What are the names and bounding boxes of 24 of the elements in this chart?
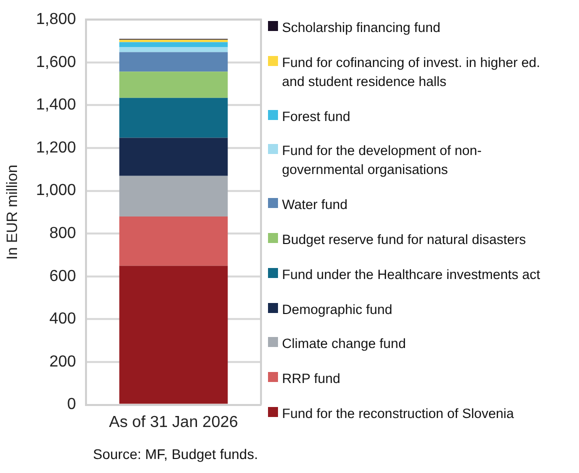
- y-tick-label: 1,800: [36, 11, 76, 28]
- x-tick-label: As of 31 Jan 2026: [109, 414, 238, 431]
- legend-label: Fund for cofinancing of invest. in higher ed. and student residence halls: [282, 54, 542, 91]
- legend-label: Scholarship financing fund: [282, 19, 440, 37]
- legend-label: Budget reserve fund for natural disasters: [282, 230, 526, 249]
- y-axis-title: In EUR million: [4, 164, 22, 260]
- legend-label: Fund under the Healthcare investments act: [282, 266, 540, 284]
- y-tick-label: 600: [49, 268, 76, 285]
- legend-label: Demographic fund: [282, 300, 392, 319]
- y-tick-label: 400: [49, 310, 76, 328]
- legend-label: Climate change fund: [282, 335, 406, 354]
- legend-label: Fund for the development of non-governmental organisations: [282, 142, 483, 180]
- legend-label: Forest fund: [282, 108, 350, 126]
- y-tick-label: 800: [49, 225, 76, 242]
- y-tick-label: 200: [49, 353, 76, 370]
- y-tick-label: 1,200: [36, 139, 76, 156]
- y-tick-label: 1,400: [36, 96, 76, 114]
- legend-label: RRP fund: [282, 370, 340, 388]
- source-note: Source: MF, Budget funds.: [93, 446, 258, 462]
- legend-label: Fund for the reconstruction of Slovenia: [282, 404, 514, 423]
- legend-label: Water fund: [282, 196, 348, 214]
- y-tick-label: 0: [67, 396, 76, 414]
- y-tick-label: 1,600: [36, 54, 76, 71]
- y-tick-label: 1,000: [36, 182, 76, 200]
